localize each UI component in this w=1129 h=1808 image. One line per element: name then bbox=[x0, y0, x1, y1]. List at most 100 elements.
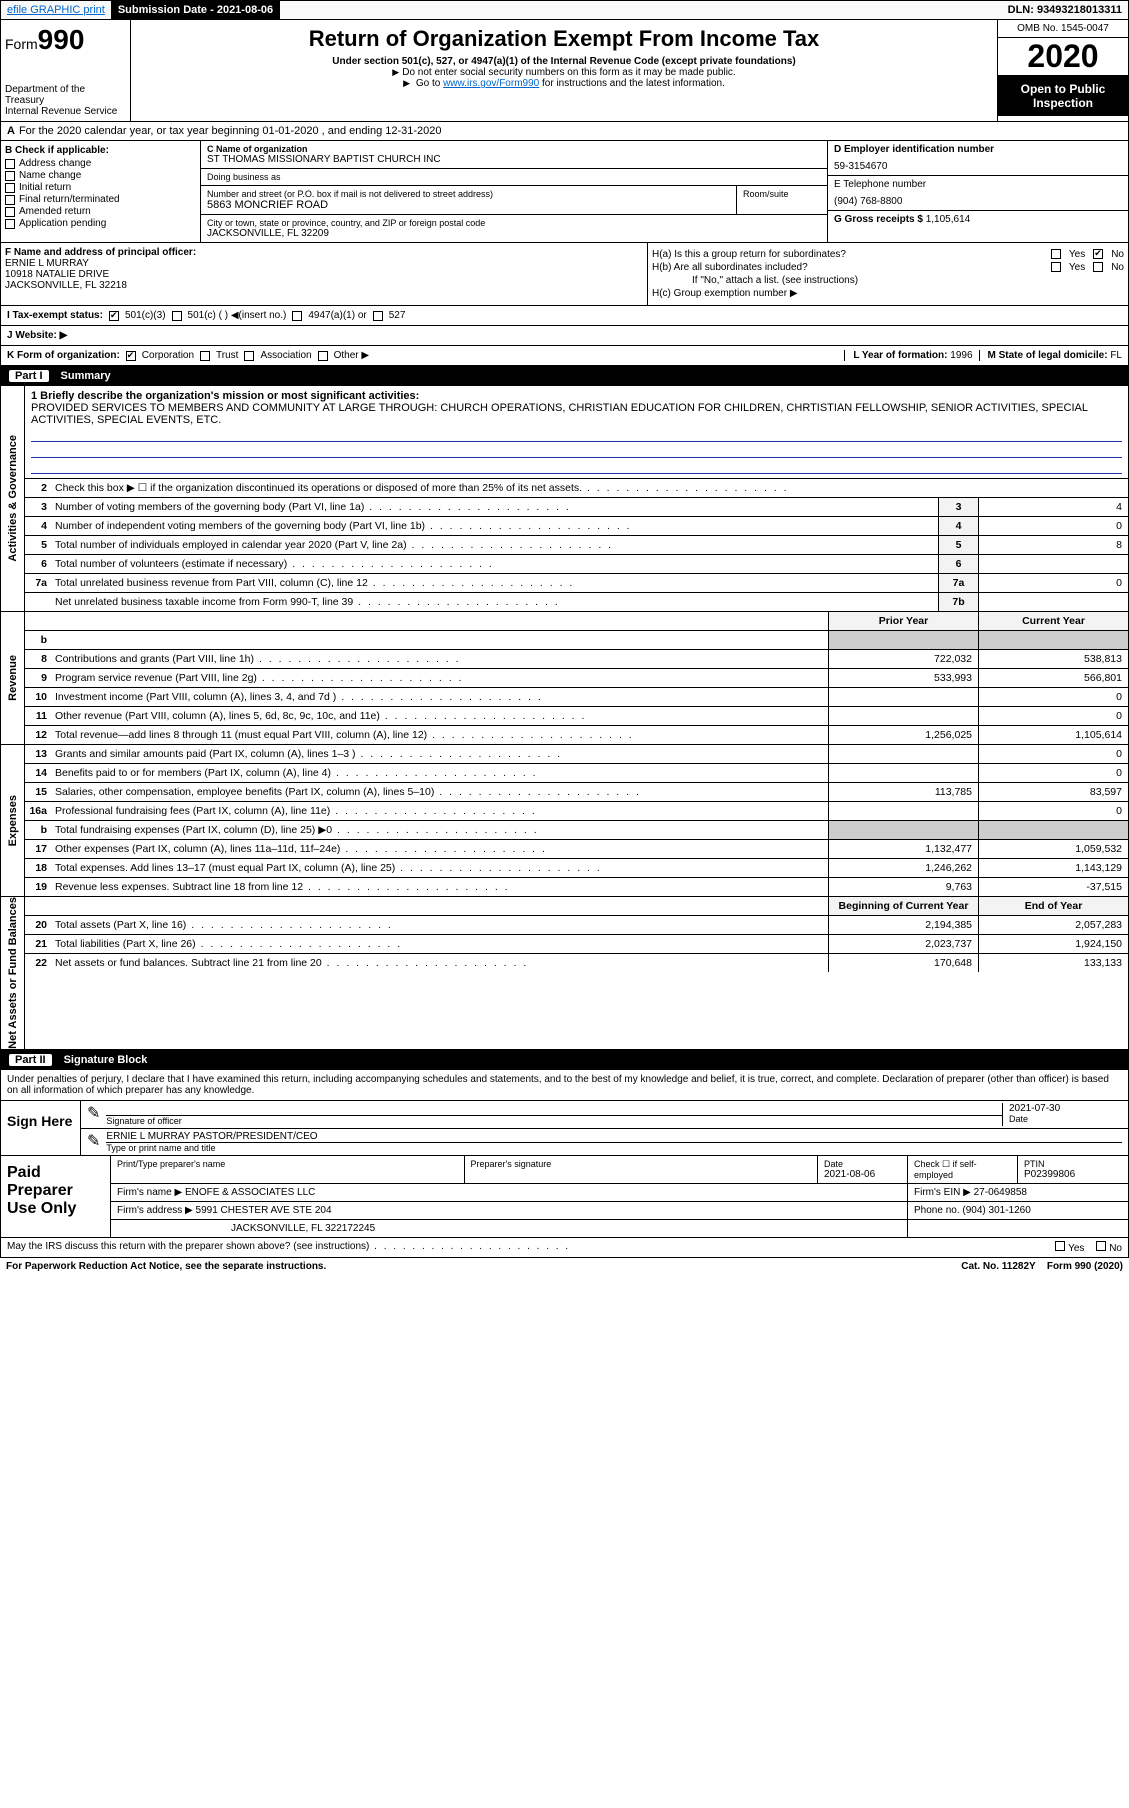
part2-num: Part II bbox=[9, 1054, 52, 1066]
checkbox[interactable] bbox=[5, 183, 15, 193]
row-text: Number of independent voting members of … bbox=[51, 517, 938, 535]
prior-value: 113,785 bbox=[828, 783, 978, 801]
row-value bbox=[978, 593, 1128, 611]
row-num: 19 bbox=[25, 878, 51, 896]
discuss-yes-checkbox[interactable] bbox=[1055, 1241, 1065, 1251]
opt-trust: Trust bbox=[216, 350, 238, 361]
checkbox-label: Initial return bbox=[19, 182, 71, 193]
subtitle-2: Do not enter social security numbers on … bbox=[137, 67, 991, 78]
prior-value: 1,256,025 bbox=[828, 726, 978, 744]
current-value bbox=[978, 631, 1128, 649]
section-i: I Tax-exempt status: 501(c)(3) 501(c) ( … bbox=[0, 306, 1129, 326]
checkbox-label: Name change bbox=[19, 170, 81, 181]
row-text: Check this box ▶ ☐ if the organization d… bbox=[51, 479, 1128, 497]
yes-label-2: Yes bbox=[1069, 262, 1085, 273]
summary-row: 3Number of voting members of the governi… bbox=[25, 498, 1128, 517]
row-num: 5 bbox=[25, 536, 51, 554]
pen-icon: ✎ bbox=[87, 1103, 100, 1126]
expenses-section: Expenses 13Grants and similar amounts pa… bbox=[0, 745, 1129, 897]
prior-value: 2,194,385 bbox=[828, 916, 978, 934]
discuss-yes: Yes bbox=[1068, 1243, 1084, 1254]
efile-link[interactable]: efile GRAPHIC print bbox=[1, 1, 112, 19]
ein-label: D Employer identification number bbox=[834, 144, 994, 155]
501c3-checkbox[interactable] bbox=[109, 311, 119, 321]
row-num: 17 bbox=[25, 840, 51, 858]
row-num: 7a bbox=[25, 574, 51, 592]
opt-other: Other ▶ bbox=[334, 350, 369, 361]
current-value: 566,801 bbox=[978, 669, 1128, 687]
ein-value: 59-3154670 bbox=[834, 161, 1122, 172]
row-text: Program service revenue (Part VIII, line… bbox=[51, 669, 828, 687]
row-box: 6 bbox=[938, 555, 978, 573]
row-num: 10 bbox=[25, 688, 51, 706]
m-label: M State of legal domicile: bbox=[988, 350, 1108, 361]
hb-yes-checkbox[interactable] bbox=[1051, 262, 1061, 272]
firm-name: ENOFE & ASSOCIATES LLC bbox=[185, 1187, 315, 1198]
checkbox[interactable] bbox=[5, 219, 15, 229]
phone-label: E Telephone number bbox=[834, 179, 926, 190]
corp-checkbox[interactable] bbox=[126, 351, 136, 361]
summary-row: Net unrelated business taxable income fr… bbox=[25, 593, 1128, 611]
sub3-post: for instructions and the latest informat… bbox=[539, 78, 725, 89]
section-h: H(a) Is this a group return for subordin… bbox=[648, 243, 1128, 305]
part1-title: Summary bbox=[61, 370, 111, 382]
current-value bbox=[978, 821, 1128, 839]
sig-date-label: Date bbox=[1009, 1114, 1122, 1124]
row-text: Other expenses (Part IX, column (A), lin… bbox=[51, 840, 828, 858]
row-text: Total unrelated business revenue from Pa… bbox=[51, 574, 938, 592]
begin-year-header: Beginning of Current Year bbox=[828, 897, 978, 915]
f-label: F Name and address of principal officer: bbox=[5, 247, 196, 258]
end-year-header: End of Year bbox=[978, 897, 1128, 915]
ha-yes-checkbox[interactable] bbox=[1051, 249, 1061, 259]
row-text: Total number of volunteers (estimate if … bbox=[51, 555, 938, 573]
sub3-pre: Go to bbox=[416, 78, 443, 89]
row-text: Benefits paid to or for members (Part IX… bbox=[51, 764, 828, 782]
row-text bbox=[51, 631, 828, 649]
527-checkbox[interactable] bbox=[373, 311, 383, 321]
city-state-zip: JACKSONVILLE, FL 32209 bbox=[207, 228, 821, 239]
irs-link[interactable]: www.irs.gov/Form990 bbox=[443, 78, 539, 89]
checkbox[interactable] bbox=[5, 171, 15, 181]
501c-checkbox[interactable] bbox=[172, 311, 182, 321]
officer-name: ERNIE L MURRAY bbox=[5, 258, 89, 269]
row-value bbox=[978, 555, 1128, 573]
section-b-item: Amended return bbox=[5, 206, 196, 217]
efile-text[interactable]: efile GRAPHIC print bbox=[7, 4, 105, 16]
form-prefix: Form bbox=[5, 36, 38, 52]
current-value: 2,057,283 bbox=[978, 916, 1128, 934]
prep-date-label: Date bbox=[824, 1159, 901, 1169]
sig-date: 2021-07-30 bbox=[1009, 1103, 1122, 1114]
checkbox[interactable] bbox=[5, 159, 15, 169]
row-value: 8 bbox=[978, 536, 1128, 554]
row-text: Total number of individuals employed in … bbox=[51, 536, 938, 554]
summary-row: 2Check this box ▶ ☐ if the organization … bbox=[25, 479, 1128, 498]
current-value: 0 bbox=[978, 707, 1128, 725]
row-text: Revenue less expenses. Subtract line 18 … bbox=[51, 878, 828, 896]
firm-addr1: 5991 CHESTER AVE STE 204 bbox=[196, 1205, 332, 1216]
ha-no-checkbox[interactable] bbox=[1093, 249, 1103, 259]
summary-row: 11Other revenue (Part VIII, column (A), … bbox=[25, 707, 1128, 726]
form-title: Return of Organization Exempt From Incom… bbox=[137, 26, 991, 52]
trust-checkbox[interactable] bbox=[200, 351, 210, 361]
assoc-checkbox[interactable] bbox=[244, 351, 254, 361]
hb-no-checkbox[interactable] bbox=[1093, 262, 1103, 272]
firm-addr-label: Firm's address ▶ bbox=[117, 1205, 193, 1216]
no-label-2: No bbox=[1111, 262, 1124, 273]
prior-value bbox=[828, 745, 978, 763]
i-label: I Tax-exempt status: bbox=[7, 310, 103, 321]
begin-end-header: Beginning of Current Year End of Year bbox=[25, 897, 1128, 916]
discuss-no-checkbox[interactable] bbox=[1096, 1241, 1106, 1251]
checkbox[interactable] bbox=[5, 207, 15, 217]
other-checkbox[interactable] bbox=[318, 351, 328, 361]
prior-value: 1,132,477 bbox=[828, 840, 978, 858]
checkbox[interactable] bbox=[5, 195, 15, 205]
4947-checkbox[interactable] bbox=[292, 311, 302, 321]
row-text: Other revenue (Part VIII, column (A), li… bbox=[51, 707, 828, 725]
row-box: 5 bbox=[938, 536, 978, 554]
row-num: 8 bbox=[25, 650, 51, 668]
current-year-header: Current Year bbox=[978, 612, 1128, 630]
h-b-text: H(b) Are all subordinates included? bbox=[652, 262, 1051, 273]
preparer-sig-label: Preparer's signature bbox=[471, 1159, 812, 1169]
revenue-side: Revenue bbox=[1, 612, 25, 744]
preparer-name-label: Print/Type preparer's name bbox=[117, 1159, 458, 1169]
